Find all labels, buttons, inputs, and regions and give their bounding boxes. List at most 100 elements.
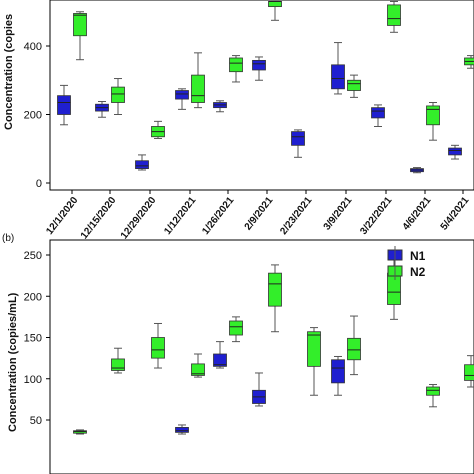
panel-b-box-n2 bbox=[307, 327, 321, 396]
panel-a-boxes bbox=[57, 0, 474, 174]
panel-b-plot-frame bbox=[49, 239, 474, 474]
panel-b-label: (b) bbox=[2, 233, 14, 244]
panel-a-box-n1 bbox=[371, 104, 385, 127]
panel-a-x-tick-label: 12/29/2020 bbox=[119, 195, 159, 242]
panel-a-x-tick-label: 2/23/2021 bbox=[278, 195, 314, 237]
panel-a-box-n2 bbox=[387, 0, 401, 33]
panel-a-box-n2 bbox=[268, 0, 282, 21]
panel-a-y-tick-label: 400 bbox=[24, 41, 42, 53]
panel-b-box-n1 bbox=[213, 341, 227, 369]
panel-a-box-n2 bbox=[73, 11, 87, 61]
panel-b-y-tick-label: 150 bbox=[24, 333, 42, 345]
panel-a-box-body bbox=[371, 107, 385, 119]
panel-b-y-axis-title: Concentration (copies/mL) bbox=[7, 292, 19, 432]
panel-b-box-body bbox=[268, 272, 282, 307]
panel-a-box-body bbox=[57, 95, 71, 115]
panel-a-box-body bbox=[111, 86, 125, 103]
panel-b: (b) 50 100 150 200 250 Concentration (copies… bbox=[2, 233, 474, 474]
panel-a-box-body bbox=[229, 57, 243, 73]
panel-b-box-body bbox=[347, 337, 361, 361]
panel-a-box-n2 bbox=[191, 52, 205, 109]
panel-a-x-tick-label: 2/9/2021 bbox=[243, 195, 276, 233]
panel-a-box-n1 bbox=[448, 144, 462, 160]
legend-label-n1: N1 bbox=[410, 249, 426, 263]
panel-a-box-body bbox=[175, 90, 189, 100]
panel-b-box-body bbox=[151, 337, 165, 359]
panel-b-legend: N1 N2 bbox=[387, 246, 426, 280]
panel-a-box-n1 bbox=[95, 100, 109, 118]
panel-a-y-axis-title: Concentration (copies bbox=[3, 14, 15, 130]
panel-b-y-ticks: 50 100 150 200 250 bbox=[24, 250, 50, 427]
panel-b-box-body bbox=[213, 353, 227, 367]
panel-a-box-body bbox=[387, 4, 401, 26]
panel-a-box-body bbox=[268, 1, 282, 8]
panel-a-box-body bbox=[135, 160, 149, 170]
panel-a-x-tick-label: 1/26/2021 bbox=[200, 195, 236, 237]
panel-a-box-n1 bbox=[213, 100, 227, 113]
panel-a-box-n2 bbox=[464, 55, 474, 69]
panel-a-y-ticks: 0 200 400 bbox=[24, 41, 50, 190]
panel-b-box-n2 bbox=[191, 353, 205, 378]
panel-b-y-tick-label: 200 bbox=[24, 291, 42, 303]
panel-a-x-tick-label: 4/6/2021 bbox=[401, 195, 434, 233]
panel-b-box-n2 bbox=[73, 429, 87, 435]
panel-b-box-body bbox=[175, 427, 189, 433]
panel-b-box-n2 bbox=[229, 316, 243, 343]
panel-a-box-n1 bbox=[57, 84, 71, 126]
legend-label-n2: N2 bbox=[410, 265, 426, 279]
panel-b-box-n2 bbox=[464, 355, 474, 388]
panel-b-box-n1 bbox=[252, 372, 266, 407]
panel-a-x-tick-label: 12/15/2020 bbox=[79, 195, 119, 242]
panel-a-box-n1 bbox=[331, 42, 345, 95]
panel-a-box-body bbox=[448, 147, 462, 156]
panel-a-box-n1 bbox=[410, 167, 424, 174]
panel-a-box-body bbox=[291, 131, 305, 146]
panel-a-box-n2 bbox=[426, 102, 440, 141]
panel-a-x-tick-label: 3/22/2021 bbox=[358, 195, 394, 237]
panel-a-box-n1 bbox=[291, 129, 305, 158]
panel-a-box-body bbox=[73, 13, 87, 37]
panel-a-box-n1 bbox=[135, 154, 149, 171]
panel-a-box-n2 bbox=[111, 78, 125, 115]
panel-a-x-tick-label: 12/1/2020 bbox=[44, 195, 80, 237]
panel-a-box-n2 bbox=[347, 74, 361, 98]
panel-a-x-tick-label: 5/4/2021 bbox=[439, 195, 472, 233]
panel-b-y-tick-label: 250 bbox=[24, 250, 42, 262]
panel-a-box-n1 bbox=[175, 88, 189, 110]
panel-a-y-tick-label: 200 bbox=[24, 110, 42, 122]
panel-b-box-body bbox=[331, 359, 345, 384]
panel-a-y-tick-label: 0 bbox=[36, 178, 42, 190]
panel-a-box-n2 bbox=[151, 120, 165, 139]
panel-b-y-tick-label: 50 bbox=[30, 415, 42, 427]
panel-a-box-body bbox=[191, 74, 205, 103]
panel-a-box-body bbox=[331, 64, 345, 90]
panel-b-box-n2 bbox=[268, 264, 282, 333]
panel-b-box-n2 bbox=[387, 252, 401, 320]
panel-b-box-n2 bbox=[111, 347, 125, 374]
panel-b-box-body bbox=[387, 272, 401, 305]
panel-b-box-n1 bbox=[331, 355, 345, 396]
panel-a-plot-frame bbox=[49, 0, 474, 191]
panel-b-box-body bbox=[191, 363, 205, 376]
panel-a-box-body bbox=[426, 105, 440, 126]
panel-b-box-n2 bbox=[347, 315, 361, 376]
panel-a-box-n1 bbox=[252, 56, 266, 81]
panel-b-box-body bbox=[464, 364, 474, 381]
panel-b-box-n1 bbox=[175, 424, 189, 435]
panel-b-box-n2 bbox=[426, 384, 440, 408]
panel-a-x-tick-label: 3/9/2021 bbox=[322, 195, 355, 233]
panel-a-box-body bbox=[252, 59, 266, 71]
panel-a-box-body bbox=[347, 79, 361, 91]
panel-b-box-n2 bbox=[151, 322, 165, 369]
panel-b-box-body bbox=[426, 386, 440, 396]
panel-b-box-body bbox=[111, 358, 125, 371]
panel-b-box-body bbox=[229, 320, 243, 336]
panel-b-boxes bbox=[73, 252, 474, 435]
panel-b-box-body bbox=[307, 331, 321, 367]
panel-a-x-tick-label: 1/12/2021 bbox=[162, 195, 198, 237]
panel-b-y-tick-label: 100 bbox=[24, 374, 42, 386]
panel-a-box-n2 bbox=[229, 55, 243, 83]
